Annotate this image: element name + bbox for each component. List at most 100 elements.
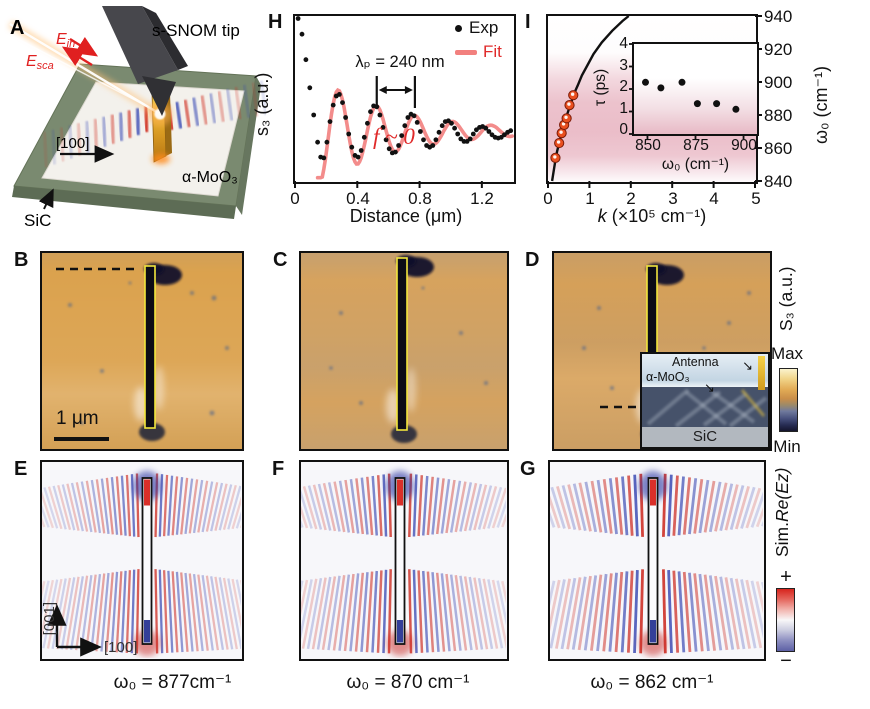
- caption-omega-877: ω₀ = 877cm⁻¹: [113, 672, 232, 693]
- e-sca-label: Esca: [26, 53, 54, 72]
- i-xtick-1: 1: [585, 189, 595, 208]
- exp-points: [295, 16, 514, 161]
- antenna-arrow-icon: ↘: [742, 358, 753, 373]
- panel-g-label: G: [520, 458, 536, 480]
- i-ytick-880: 880: [764, 106, 793, 125]
- f-sim-drawing: [301, 471, 506, 656]
- panel-f-label: F: [272, 458, 285, 480]
- scale-bar: [54, 437, 109, 441]
- inset-xtick-875: 875: [683, 137, 709, 154]
- sim-colorbar-prefix: Sim.: [772, 521, 792, 557]
- axis-100-label: [100]: [56, 135, 89, 152]
- moo3-arrow-icon: ↘: [704, 380, 715, 395]
- panel-c-label: C: [273, 249, 288, 271]
- i-ytick-920: 920: [764, 40, 793, 59]
- exp-marker-swatch: [455, 24, 462, 32]
- d-cross-section-inset: SiC Antenna ↘ α-MoO₃ ↘: [640, 352, 770, 449]
- inset-antenna-bar: [758, 356, 765, 390]
- i-ytick-900: 900: [764, 73, 793, 92]
- sim-colorbar-plus-label: +: [780, 566, 792, 588]
- inset-x-axis-label: ω₀ (cm⁻¹): [661, 156, 730, 173]
- panel-h-label: H: [268, 11, 283, 33]
- i-ytick-840: 840: [764, 172, 793, 191]
- antenna-outline: [394, 477, 406, 645]
- h-wavelength-annotation: λₚ = 240 nm: [355, 53, 445, 71]
- i-inset-chart: [629, 43, 745, 139]
- i-ytick-860: 860: [764, 139, 793, 158]
- h-xtick-2: 0.8: [408, 189, 432, 208]
- inset-xtick-850: 850: [635, 137, 661, 154]
- s3-colorbar-max-label: Max: [770, 344, 804, 363]
- inset-ytick-2: 2: [619, 78, 628, 95]
- sim-colorbar-quantity: Re(Ez): [772, 467, 792, 522]
- panel-b-label: B: [14, 249, 29, 271]
- h-y-axis-label: s₃ (a.u.): [252, 72, 272, 136]
- i-xtick-2: 2: [626, 189, 636, 208]
- tip-label: s-SNOM tip: [152, 21, 240, 40]
- panel-a-label: A: [10, 17, 24, 39]
- scale-bar-label: 1 μm: [56, 408, 99, 429]
- inset-sic-label: SiC: [692, 428, 718, 446]
- s3-colorbar-title: S₃ (a.u.): [776, 266, 796, 332]
- i-y-axis-label: ω₀ (cm⁻¹): [811, 66, 831, 145]
- h-xtick-0: 0: [290, 189, 300, 208]
- i-xlabel-units: (×10⁵ cm⁻¹): [606, 206, 707, 226]
- i-xtick-5: 5: [751, 189, 761, 208]
- inset-y-axis-label: τ (ps): [592, 68, 609, 106]
- tip-cone: [142, 76, 176, 116]
- panel-d-snom-image: SiC Antenna ↘ α-MoO₃ ↘: [552, 251, 772, 451]
- antenna-outline: [141, 477, 153, 645]
- polariton-fringes: [43, 78, 277, 168]
- h-chart: [294, 16, 514, 188]
- cantilever-side: [142, 6, 188, 70]
- h-legend-exp-text: Exp: [469, 18, 499, 37]
- sim-colorbar: [776, 588, 795, 652]
- panel-a-schematic: A s-SNOM tip Ein Esca [100] α-MoO₃ SiC: [4, 6, 277, 232]
- panel-f-simulation: [299, 460, 509, 661]
- i-x-axis-label: k (×10⁵ cm⁻¹): [552, 206, 752, 227]
- fit-line-swatch: [455, 49, 477, 55]
- e-axes-overlay: [100] [001]: [42, 602, 137, 657]
- cantilever: [102, 6, 178, 84]
- panel-b-snom-image: 1 μm: [40, 251, 244, 451]
- e-in-label: Ein: [56, 31, 75, 50]
- lifetime-points: [642, 78, 740, 113]
- sic-label: SiC: [24, 211, 51, 230]
- i-inset-plot: [629, 42, 759, 139]
- sic-substrate-front: [12, 186, 236, 219]
- h-legend-fit: Fit: [455, 42, 502, 62]
- antenna-rod: [144, 265, 156, 429]
- dispersion-exp-points: [550, 90, 579, 163]
- antenna-hotspot: [152, 154, 170, 164]
- panel-d-label: D: [525, 249, 540, 271]
- i-ytick-940: 940: [764, 7, 793, 26]
- g-sim-drawing: [550, 471, 763, 656]
- inset-substrate-band: SiC: [642, 426, 768, 447]
- i-chart: [547, 15, 762, 188]
- inset-moo3-label: α-MoO₃: [646, 370, 690, 384]
- sim-axis-001-label: [001]: [42, 602, 58, 635]
- sic-ray-streaks: [646, 388, 768, 428]
- h-xtick-1: 0.4: [346, 189, 370, 208]
- incident-beam: [9, 22, 161, 116]
- h-f-annotation: f ~ 0: [373, 124, 415, 149]
- inset-xtick-900: 900: [731, 137, 757, 154]
- caption-omega-862: ω₀ = 862 cm⁻¹: [590, 672, 714, 693]
- inset-antenna-label: Antenna: [672, 355, 719, 369]
- sim-colorbar-title: Sim. Re(Ez): [772, 454, 793, 570]
- inset-ytick-3: 3: [619, 56, 628, 74]
- antenna-rod: [396, 257, 408, 431]
- caption-omega-870: ω₀ = 870 cm⁻¹: [346, 672, 470, 693]
- inset-air-region: [642, 354, 768, 388]
- panel-g-simulation: [548, 460, 766, 661]
- i-xtick-3: 3: [668, 189, 678, 208]
- h-legend-fit-text: Fit: [483, 42, 502, 61]
- h-legend-exp: Exp: [455, 18, 498, 38]
- inset-ytick-1: 1: [619, 99, 628, 117]
- e-sca-arrow: [61, 46, 93, 67]
- moo3-label: α-MoO₃: [182, 169, 238, 186]
- scattered-beam: [7, 33, 155, 111]
- i-plot-area: τ (ps) 4 3 2 1 0 850 875 900 ω₀ (cm⁻¹): [546, 14, 762, 188]
- inset-ytick-4: 4: [619, 35, 628, 52]
